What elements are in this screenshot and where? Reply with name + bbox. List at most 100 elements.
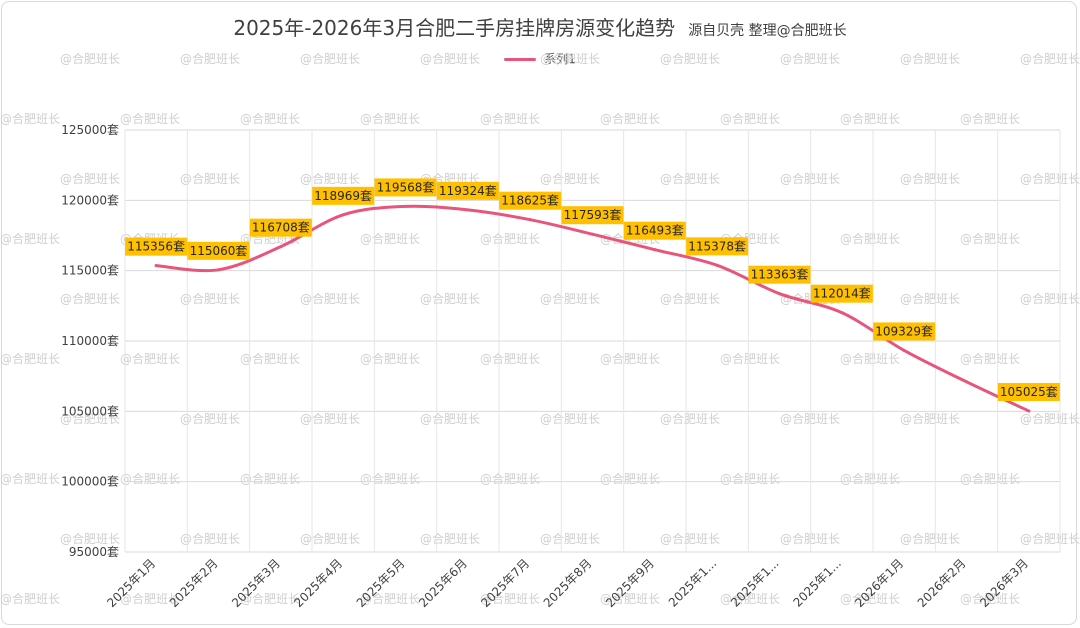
- watermark-text: @合肥班长: [960, 231, 1020, 246]
- data-label: 119568套: [374, 178, 437, 197]
- watermark-text: @合肥班长: [1020, 411, 1080, 426]
- watermark-text: @合肥班长: [780, 531, 840, 546]
- watermark-text: @合肥班长: [780, 411, 840, 426]
- watermark-text: @合肥班长: [180, 531, 240, 546]
- data-label-text: 113363套: [751, 268, 809, 282]
- data-point: [715, 263, 719, 267]
- watermark-text: @合肥班长: [0, 351, 60, 366]
- watermark-text: @合肥班长: [720, 591, 780, 606]
- data-point: [778, 292, 781, 296]
- data-label-text: 115060套: [190, 244, 248, 258]
- data-label-text: 116708套: [252, 221, 310, 235]
- data-label-box: [997, 382, 1060, 401]
- data-point: [404, 204, 407, 208]
- data-label: 112014套: [810, 284, 873, 303]
- data-label-text: 105025套: [1000, 385, 1058, 399]
- watermark-text: @合肥班长: [660, 411, 720, 426]
- data-label-box: [623, 221, 686, 240]
- x-tick-label: 2025年1...: [790, 556, 843, 609]
- data-label: 109329套: [873, 322, 936, 341]
- watermark-text: @合肥班长: [960, 111, 1020, 126]
- data-label-text: 115356套: [127, 240, 185, 254]
- watermark-text: @合肥班长: [180, 411, 240, 426]
- watermark-text: @合肥班长: [1020, 531, 1080, 546]
- watermark-text: @合肥班长: [960, 471, 1020, 486]
- data-label-text: 109329套: [875, 324, 933, 338]
- watermark-text: @合肥班长: [720, 111, 780, 126]
- watermark-text: @合肥班长: [60, 531, 120, 546]
- watermark-text: @合肥班长: [360, 231, 420, 246]
- watermark-text: @合肥班长: [480, 591, 540, 606]
- data-label-box: [436, 181, 499, 200]
- watermark-text: @合肥班长: [600, 471, 660, 486]
- data-label-text: 119568套: [377, 180, 435, 194]
- watermark-text: @合肥班长: [840, 591, 900, 606]
- watermark-text: @合肥班长: [0, 591, 60, 606]
- watermark-text: @合肥班长: [540, 171, 600, 186]
- watermark-text: @合肥班长: [840, 351, 900, 366]
- watermark-text: @合肥班长: [600, 351, 660, 366]
- watermark-text: @合肥班长: [240, 111, 300, 126]
- watermark-text: @合肥班长: [1020, 51, 1080, 66]
- watermark-text: @合肥班长: [1020, 171, 1080, 186]
- data-label-box: [748, 265, 811, 284]
- x-tick-label: 2025年2月: [167, 556, 221, 610]
- data-point: [653, 248, 657, 252]
- data-label: 117593套: [561, 206, 624, 225]
- data-label-box: [499, 191, 562, 210]
- watermark-text: @合肥班长: [540, 531, 600, 546]
- watermark-text: @合肥班长: [420, 411, 480, 426]
- data-label-box: [810, 284, 873, 303]
- watermark-text: @合肥班长: [900, 411, 960, 426]
- y-tick-label: 95000套: [69, 545, 119, 559]
- watermark-text: @合肥班长: [660, 51, 720, 66]
- watermark-text: @合肥班长: [480, 231, 540, 246]
- watermark-text: @合肥班长: [120, 471, 180, 486]
- y-tick-label: 115000套: [61, 264, 119, 278]
- y-tick-label: 120000套: [61, 193, 119, 207]
- data-point: [528, 218, 532, 222]
- watermark-text: @合肥班长: [240, 591, 300, 606]
- chart-legend: 系列1: [0, 50, 1080, 67]
- watermark-text: @合肥班长: [420, 51, 480, 66]
- data-point: [217, 268, 220, 272]
- y-tick-label: 125000套: [61, 123, 119, 137]
- y-tick-label: 105000套: [61, 404, 119, 418]
- watermark-text: @合肥班长: [660, 171, 720, 186]
- watermark-text: @合肥班长: [0, 471, 60, 486]
- data-point: [591, 232, 594, 236]
- data-label-text: 115378套: [688, 239, 746, 253]
- data-label: 116493套: [623, 221, 686, 240]
- watermark-text: @合肥班长: [60, 51, 120, 66]
- data-label: 115378套: [686, 237, 749, 256]
- chart-title: 2025年-2026年3月合肥二手房挂牌房源变化趋势: [233, 16, 676, 40]
- data-label: 118625套: [499, 191, 562, 210]
- watermark-text: @合肥班长: [180, 291, 240, 306]
- watermark-text: @合肥班长: [300, 51, 360, 66]
- watermark-text: @合肥班长: [900, 291, 960, 306]
- watermark-text: @合肥班长: [120, 351, 180, 366]
- data-label: 116708套: [249, 218, 312, 237]
- chart-title-area: 2025年-2026年3月合肥二手房挂牌房源变化趋势 源自贝壳 整理@合肥班长: [0, 12, 1080, 41]
- watermark-text: @合肥班长: [900, 171, 960, 186]
- data-point: [1027, 409, 1031, 413]
- watermark-text: @合肥班长: [840, 231, 900, 246]
- data-label: 113363套: [748, 265, 811, 284]
- watermark-text: @合肥班长: [300, 171, 360, 186]
- watermark-text: @合肥班长: [480, 351, 540, 366]
- watermark-text: @合肥班长: [540, 291, 600, 306]
- data-label-box: [249, 218, 312, 237]
- data-label-box: [125, 237, 188, 256]
- data-label: 118969套: [312, 186, 375, 205]
- data-label: 115060套: [187, 241, 250, 260]
- watermark-layer: @合肥班长 @合肥班长 @合肥班长 @合肥班长 @合肥班长 @合肥班长 @合肥班长 @合肥班长…: [0, 51, 1080, 606]
- watermark-text: @合肥班长: [300, 531, 360, 546]
- x-tick-label: 2025年4月: [291, 556, 345, 610]
- watermark-text: @合肥班长: [840, 471, 900, 486]
- data-point: [154, 264, 158, 268]
- watermark-text: @合肥班长: [0, 111, 60, 126]
- watermark-text: @合肥班长: [360, 471, 420, 486]
- data-label-box: [312, 186, 375, 205]
- watermark-text: @合肥班长: [780, 171, 840, 186]
